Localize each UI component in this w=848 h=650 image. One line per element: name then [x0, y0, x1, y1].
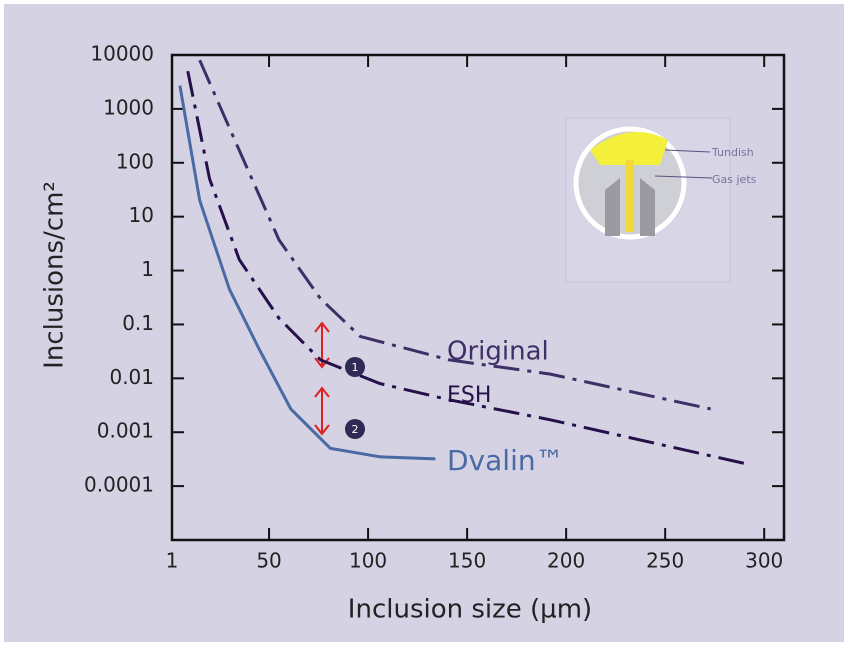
x-tick-label: 150	[448, 549, 486, 573]
x-tick-label: 300	[745, 549, 783, 573]
series-label: Original	[447, 337, 549, 367]
arrow	[314, 386, 330, 436]
step-badge	[345, 419, 365, 439]
inset-nozzle	[605, 178, 655, 236]
y-tick-label: 0.01	[109, 365, 154, 389]
step-badge-label: 2	[352, 423, 359, 436]
y-tick-label: 0.1	[122, 311, 154, 335]
step-badge-label: 1	[352, 361, 359, 374]
y-tick-label: 1	[141, 257, 154, 281]
y-tick-label: 10000	[90, 42, 154, 66]
y-tick-label: 0.001	[97, 419, 154, 443]
x-tick-label: 250	[646, 549, 684, 573]
x-tick-label: 200	[547, 549, 585, 573]
series-line	[198, 59, 712, 411]
y-tick-label: 1000	[103, 95, 154, 119]
inset-label: Tundish	[711, 146, 754, 159]
inset-stream	[626, 160, 634, 232]
y-tick-label: 0.0001	[84, 473, 154, 497]
y-tick-label: 100	[116, 149, 154, 173]
series-line	[186, 70, 751, 467]
inset-pointer	[664, 149, 711, 153]
x-axis-label: Inclusion size (µm)	[348, 595, 592, 625]
inset-label: Gas jets	[712, 173, 757, 186]
plot-frame	[170, 53, 786, 542]
inset-pointer	[654, 175, 713, 179]
x-tick-label: 1	[166, 549, 179, 573]
series-label: Dvalin™	[447, 444, 564, 477]
inset	[565, 117, 731, 283]
y-tick-label: 10	[129, 203, 154, 227]
x-tick-label: 100	[349, 549, 387, 573]
background	[4, 4, 844, 642]
inset-tundish	[590, 132, 668, 165]
x-tick-label: 50	[256, 549, 281, 573]
y-axis-label: Inclusions/cm²	[40, 181, 70, 369]
series-line	[178, 85, 436, 461]
step-badge	[345, 357, 365, 377]
series-label: ESH	[447, 383, 491, 408]
